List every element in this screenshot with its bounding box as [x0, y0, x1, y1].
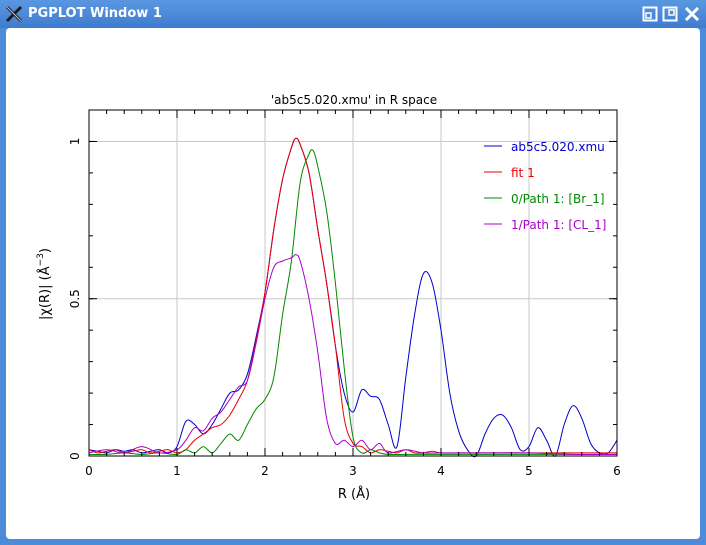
grid [89, 110, 617, 456]
x-tick-label: 5 [525, 464, 533, 478]
x-tick-label: 1 [173, 464, 181, 478]
y-axis-label-end: ) [38, 248, 53, 253]
legend-label: 1/Path 1: [CL_1] [511, 218, 606, 232]
y-tick-label: 0 [68, 452, 82, 460]
x-tick-label: 0 [85, 464, 93, 478]
x-tick-label: 4 [437, 464, 445, 478]
legend: ab5c5.020.xmu fit 1 0/Path 1: [Br_1] 1/Path… [484, 140, 606, 232]
close-icon[interactable] [684, 6, 700, 22]
maximize-icon[interactable] [662, 6, 678, 22]
y-axis-label-main: |χ(R)| (Å [37, 266, 53, 320]
y-axis-label-exp: −3 [36, 253, 46, 266]
chart-title: 'ab5c5.020.xmu' in R space [271, 93, 437, 107]
window-title: PGPLOT Window 1 [28, 6, 162, 21]
y-tick-labels: 00.51 [68, 138, 82, 460]
y-tick-label: 1 [68, 138, 82, 146]
x-tick-label: 2 [261, 464, 269, 478]
y-tick-label: 0.5 [68, 289, 82, 308]
title-bar[interactable]: PGPLOT Window 1 [0, 0, 706, 28]
series-line [88, 149, 617, 456]
series-layer [88, 137, 618, 458]
x11-icon[interactable] [5, 5, 23, 23]
legend-label: fit 1 [511, 166, 535, 180]
x-tick-labels: 0 1 2 3 4 5 6 [85, 464, 621, 478]
x-axis-label: R (Å) [338, 486, 370, 502]
ticks [88, 109, 618, 457]
legend-label: ab5c5.020.xmu [511, 140, 605, 154]
series-line [88, 254, 618, 456]
restore-icon[interactable] [642, 6, 658, 22]
y-axis-label: |χ(R)| (Å−3) [36, 248, 53, 320]
legend-label: 0/Path 1: [Br_1] [511, 192, 605, 206]
x-tick-label: 3 [349, 464, 357, 478]
x-tick-label: 6 [613, 464, 621, 478]
